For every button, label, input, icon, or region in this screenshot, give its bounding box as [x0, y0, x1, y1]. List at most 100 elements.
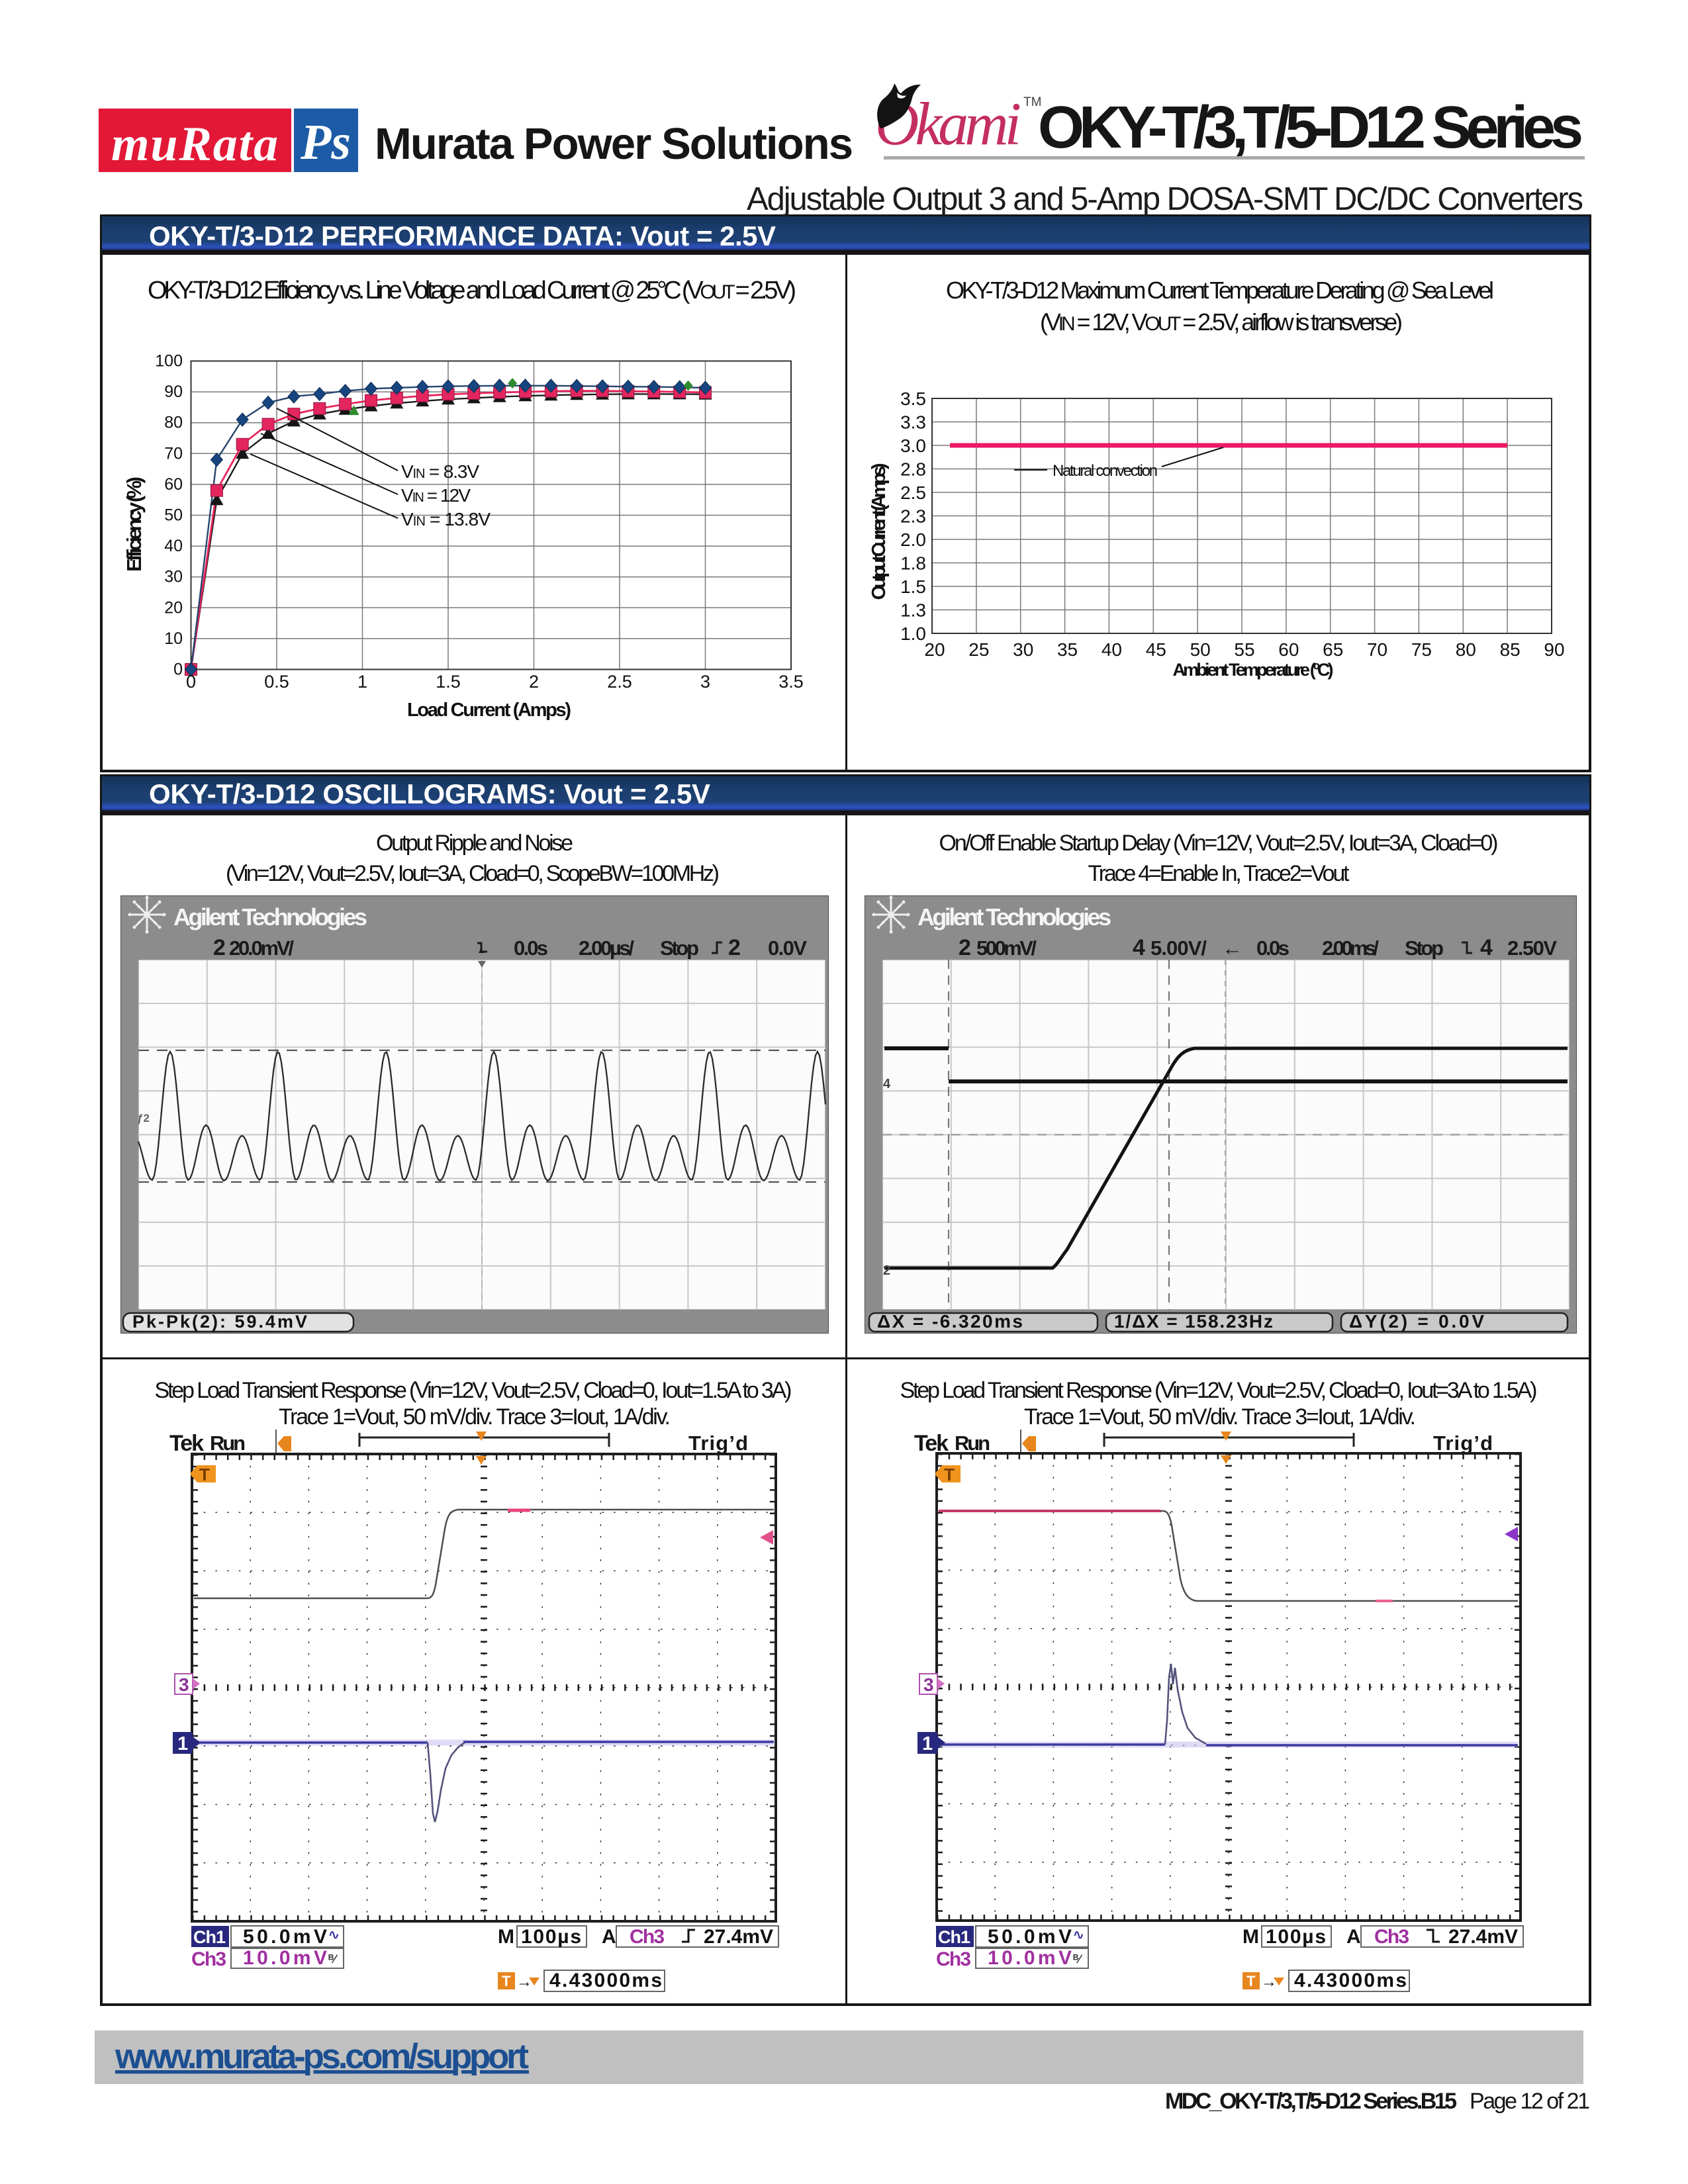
svg-text:0.0s: 0.0s	[514, 936, 548, 960]
svg-text:1.0: 1.0	[900, 623, 926, 644]
svg-text:2: 2	[529, 672, 539, 692]
svg-text:On/Off Enable Startup Delay (V: On/Off Enable Startup Delay (Vin=12V, Vo…	[939, 831, 1499, 856]
svg-text:27.4mV: 27.4mV	[704, 1926, 773, 1948]
svg-text:←: ←	[1222, 936, 1243, 960]
svg-text:4: 4	[1480, 935, 1493, 960]
svg-text:Page 12 of 21: Page 12 of 21	[1470, 2089, 1590, 2114]
svg-text:Ch1: Ch1	[193, 1927, 226, 1947]
svg-text:0.0V: 0.0V	[768, 936, 807, 960]
svg-text:M: M	[1243, 1926, 1259, 1948]
svg-text:Ch1: Ch1	[938, 1927, 970, 1947]
svg-text:∿: ∿	[1073, 1928, 1084, 1942]
svg-text:35: 35	[1057, 639, 1078, 660]
svg-text:Ch3: Ch3	[191, 1948, 226, 1970]
svg-text:Step Load Transient Response (: Step Load Transient Response (Vin=12V, V…	[155, 1378, 792, 1403]
svg-text:2.0: 2.0	[900, 529, 926, 550]
svg-text:1: 1	[177, 1733, 188, 1754]
svg-text:MDC_OKY-T/3,T/5-D12 Series.B15: MDC_OKY-T/3,T/5-D12 Series.B15	[1165, 2089, 1457, 2114]
svg-text:Step Load Transient Response (: Step Load Transient Response (Vin=12V, V…	[900, 1378, 1538, 1403]
svg-text:1.5: 1.5	[900, 576, 926, 597]
svg-text:80: 80	[164, 414, 183, 432]
svg-text:40: 40	[164, 537, 183, 555]
svg-text:2.50V: 2.50V	[1507, 936, 1557, 960]
svg-text:T: T	[502, 1973, 511, 1989]
svg-text:Trace 4=Enable In, Trace2=Vout: Trace 4=Enable In, Trace2=Vout	[1088, 861, 1350, 886]
svg-text:Efficiency (%): Efficiency (%)	[122, 477, 146, 572]
svg-text:3: 3	[923, 1674, 934, 1695]
svg-text:2.8: 2.8	[900, 459, 926, 480]
svg-text:85: 85	[1500, 639, 1521, 660]
svg-text:T: T	[1246, 1973, 1256, 1989]
svg-text:(VIN = 12V, VOUT = 2.5V, airfl: (VIN = 12V, VOUT = 2.5V, airflow is tran…	[1040, 308, 1403, 336]
svg-text:1: 1	[357, 672, 367, 692]
svg-text:A: A	[1346, 1926, 1361, 1948]
svg-text:Pk-Pk(2): 59.4mV: Pk-Pk(2): 59.4mV	[132, 1312, 307, 1332]
svg-text:3: 3	[700, 672, 710, 692]
svg-text:4: 4	[883, 1077, 891, 1091]
svg-text:45: 45	[1146, 639, 1166, 660]
svg-text:Tek: Tek	[914, 1431, 949, 1456]
svg-text:2.00µs/: 2.00µs/	[579, 936, 634, 960]
svg-text:Output Ripple and Noise: Output Ripple and Noise	[376, 831, 573, 856]
svg-text:20: 20	[164, 598, 183, 617]
svg-text:30: 30	[164, 568, 183, 586]
svg-text:OKY-T/3-D12 OSCILLOGRAMS: Vout: OKY-T/3-D12 OSCILLOGRAMS: Vout = 2.5V	[149, 778, 710, 809]
svg-text:Ambient Temperature (ºC): Ambient Temperature (ºC)	[1173, 660, 1334, 680]
svg-text:VIN = 8.3V: VIN = 8.3V	[401, 461, 479, 482]
svg-text:∿: ∿	[328, 1928, 340, 1942]
svg-text:70: 70	[164, 444, 183, 463]
svg-text:50: 50	[164, 506, 183, 525]
svg-text:Stop: Stop	[1405, 936, 1444, 960]
svg-text:T: T	[199, 1465, 210, 1484]
svg-text:Ch3: Ch3	[630, 1926, 665, 1948]
svg-text:Murata Power Solutions: Murata Power Solutions	[375, 119, 853, 169]
svg-text:1: 1	[922, 1733, 933, 1754]
svg-text:VIN = 12V: VIN = 12V	[401, 485, 471, 506]
svg-text:3.5: 3.5	[900, 388, 926, 409]
svg-text:3.5: 3.5	[778, 672, 804, 692]
svg-text:27.4mV: 27.4mV	[1448, 1926, 1518, 1948]
svg-text:T: T	[944, 1465, 955, 1484]
svg-text:3.3: 3.3	[900, 412, 926, 433]
svg-text:75: 75	[1411, 639, 1432, 660]
svg-text:100: 100	[155, 352, 183, 371]
svg-text:Run: Run	[955, 1432, 990, 1455]
svg-text:Ps: Ps	[300, 114, 351, 170]
svg-text:Agilent Technologies: Agilent Technologies	[173, 903, 367, 931]
svg-text:Load Current (Amps): Load Current (Amps)	[407, 700, 571, 721]
svg-text:1/ΔX = 158.23Hz: 1/ΔX = 158.23Hz	[1114, 1311, 1273, 1332]
svg-text:500mV/: 500mV/	[976, 936, 1037, 960]
svg-text:25: 25	[968, 639, 989, 660]
svg-text:Run: Run	[210, 1432, 246, 1455]
svg-text:30: 30	[1013, 639, 1033, 660]
svg-text:www.murata-ps.com/support: www.murata-ps.com/support	[115, 2037, 529, 2076]
svg-text:Agilent Technologies: Agilent Technologies	[917, 903, 1111, 931]
svg-text:OKY-T/3-D12 Maximum Current Te: OKY-T/3-D12 Maximum Current Temperature …	[946, 277, 1494, 304]
svg-text:OKY-T/3-D12 PERFORMANCE DATA:: OKY-T/3-D12 PERFORMANCE DATA: Vout = 2.5…	[149, 220, 776, 251]
svg-text:Output Current (Amps): Output Current (Amps)	[868, 463, 890, 600]
svg-text:Stop: Stop	[660, 936, 699, 960]
svg-text:muRata: muRata	[111, 117, 278, 171]
svg-text:5.00V/: 5.00V/	[1150, 936, 1207, 960]
svg-text:Trace 1=Vout, 50 mV/div. Trace: Trace 1=Vout, 50 mV/div. Trace 3=Iout, 1…	[279, 1404, 671, 1430]
svg-text:3: 3	[179, 1674, 189, 1695]
svg-text:OKY-T/3,T/5-D12 Series: OKY-T/3,T/5-D12 Series	[1038, 95, 1583, 161]
svg-text:70: 70	[1367, 639, 1387, 660]
svg-text:1.5: 1.5	[436, 672, 461, 692]
svg-text:55: 55	[1234, 639, 1254, 660]
svg-text:A: A	[602, 1926, 616, 1948]
svg-text:Ch3: Ch3	[1374, 1926, 1409, 1948]
svg-text:80: 80	[1456, 639, 1476, 660]
svg-text:0.5: 0.5	[264, 672, 289, 692]
svg-text:3.0: 3.0	[900, 435, 926, 456]
svg-text:2: 2	[959, 935, 971, 960]
svg-text:0: 0	[186, 672, 196, 692]
svg-text:60: 60	[1278, 639, 1299, 660]
svg-text:100µs: 100µs	[521, 1926, 581, 1948]
svg-text:100µs: 100µs	[1266, 1926, 1326, 1948]
svg-text:60: 60	[164, 475, 183, 494]
svg-text:Tek: Tek	[169, 1431, 204, 1456]
svg-text:2: 2	[213, 935, 226, 960]
svg-text:4: 4	[1133, 935, 1145, 960]
svg-text:50: 50	[1190, 639, 1211, 660]
